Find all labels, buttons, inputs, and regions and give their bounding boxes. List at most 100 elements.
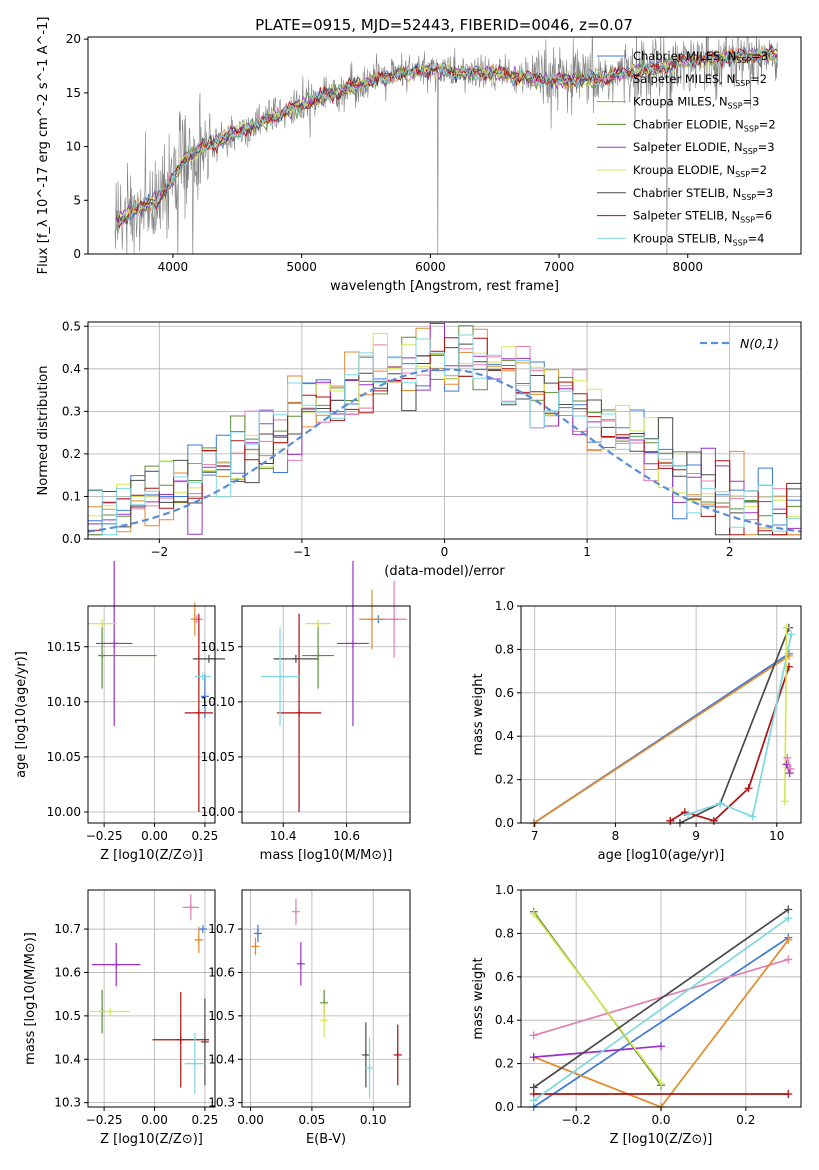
errorbar-point (90, 1007, 131, 1016)
errorbar-point (261, 626, 300, 727)
y-tick-label: 0.8 (495, 926, 514, 940)
spectrum-model-line (116, 47, 778, 227)
errorbar-point (393, 1024, 402, 1086)
axes-frame (520, 605, 802, 824)
x-axis-label: Z [log10(Z/Z⊙)] (100, 1132, 203, 1147)
weight-marker (784, 1089, 793, 1098)
y-tick-label: 15 (66, 86, 81, 100)
x-axis-label: age [log10(age/yr)] (598, 848, 725, 863)
weight-marker (784, 905, 793, 914)
errorbar-point (182, 894, 199, 921)
x-axis-label: (data-model)/error (384, 564, 505, 579)
y-tick-label: 0.2 (62, 447, 81, 461)
weight-line (533, 908, 789, 1089)
x-tick-label: −0.2 (562, 1113, 591, 1127)
x-tick-label: 7 (531, 829, 539, 843)
spectrum-panel: 4000 5000 6000 7000 8000 0 5 10 15 20 wavelength [… (36, 17, 802, 294)
x-tick-label: 8 (612, 829, 620, 843)
axes-frame (87, 605, 216, 824)
y-tick-label: 10.05 (47, 750, 81, 764)
x-axis-label: Z [log10(Z/Z⊙)] (610, 1132, 713, 1147)
y-tick-label: 1.0 (495, 883, 514, 897)
x-tick-label: −2 (150, 545, 168, 559)
axes-frame (87, 889, 216, 1108)
weight-line (784, 627, 788, 802)
y-tick-label: 5 (73, 193, 81, 207)
weight-marker (786, 764, 795, 773)
x-tick-label: −0.25 (86, 1113, 123, 1127)
errorbar-point (359, 589, 385, 649)
weight-marker (787, 630, 796, 639)
y-tick-label: 0.2 (495, 1057, 514, 1071)
y-tick-label: 10.05 (201, 750, 235, 764)
weight-line (687, 634, 793, 818)
weight-line (669, 666, 790, 822)
y-tick-label: 10.7 (54, 922, 81, 936)
y-tick-label: 0 (73, 247, 81, 261)
x-tick-label: 0.25 (192, 1113, 219, 1127)
weight-marker (784, 955, 793, 964)
x-tick-label: 6000 (415, 260, 446, 274)
errorbar-point (251, 937, 260, 956)
y-tick-label: 10.5 (208, 1009, 235, 1023)
y-tick-label: 0.5 (62, 319, 81, 333)
x-axis-label: mass [log10(M/M⊙)] (260, 848, 393, 863)
histogram-step (88, 334, 801, 536)
weight-marker (529, 1031, 538, 1040)
errorbar-point (87, 619, 117, 628)
weight-marker (744, 784, 753, 793)
y-tick-label: 0.4 (495, 1013, 514, 1027)
weight-marker (529, 909, 538, 918)
y-tick-label: 0.6 (495, 970, 514, 984)
weight-line (533, 936, 789, 1108)
histogram-step (88, 337, 801, 536)
errorbar-point (365, 1037, 374, 1099)
weight-marker (684, 810, 693, 819)
weight-vs-age-panel: 7 8 9 10 0.0 0.2 0.4 0.6 0.8 1.0 age [log10(age/yr… (471, 599, 802, 863)
y-tick-label: 10.00 (47, 805, 81, 819)
weight-line (533, 917, 789, 1102)
weight-marker (782, 623, 791, 632)
x-tick-label: 0.00 (141, 829, 168, 843)
weight-marker (529, 1096, 538, 1105)
legend-label: Chabrier MILES, NSSP=3 (633, 49, 768, 65)
legend-label: Kroupa MILES, NSSP=3 (633, 95, 759, 111)
x-tick-label: 2 (726, 545, 734, 559)
legend-label: Salpeter MILES, NSSP=2 (633, 72, 767, 88)
x-tick-label: 0.00 (237, 1113, 264, 1127)
y-tick-label: 10.10 (47, 695, 81, 709)
y-tick-label: 0.0 (62, 532, 81, 546)
errorbar-point (361, 1022, 370, 1088)
x-tick-label: 4000 (158, 260, 189, 274)
y-tick-label: 0.8 (495, 642, 514, 656)
y-axis-label: mass [log10(M/M⊙)] (23, 932, 38, 1065)
legend-label: Chabrier ELODIE, NSSP=2 (633, 117, 776, 133)
legend-label: Chabrier STELIB, NSSP=3 (633, 186, 773, 202)
weight-line (533, 1045, 662, 1058)
y-tick-label: 0.6 (495, 686, 514, 700)
errorbar-point (253, 924, 262, 943)
x-tick-label: 7000 (544, 260, 575, 274)
y-tick-label: 0.0 (495, 1100, 514, 1114)
errorbar-point (305, 619, 331, 628)
x-tick-label: 8000 (672, 260, 703, 274)
errorbar-point (291, 898, 300, 925)
y-tick-label: 10.4 (54, 1052, 81, 1066)
histogram-panel: −2 −1 0 1 2 0.0 0.1 0.2 0.3 0.4 0.5 (data-model)/er… (36, 319, 802, 579)
weight-line (533, 655, 790, 824)
y-tick-label: 0.4 (62, 362, 81, 376)
errorbar-point (198, 925, 207, 934)
x-tick-label: 10.6 (333, 829, 360, 843)
gaussian-curve (88, 368, 801, 533)
y-tick-label: 10.00 (201, 805, 235, 819)
errorbar-point (296, 942, 305, 986)
y-tick-label: 0.3 (62, 404, 81, 418)
x-tick-label: 0.25 (192, 829, 219, 843)
legend-label: Kroupa ELODIE, NSSP=2 (633, 163, 767, 179)
y-tick-label: 0.1 (62, 489, 81, 503)
weight-vs-Z-panel: −0.2 0.0 0.2 0.0 0.2 0.4 0.6 0.8 1.0 Z [log10(Z/Z… (471, 883, 802, 1147)
axes-frame (87, 36, 802, 255)
weight-marker (785, 769, 794, 778)
errorbar-point (200, 674, 209, 719)
x-tick-label: 1 (583, 545, 591, 559)
